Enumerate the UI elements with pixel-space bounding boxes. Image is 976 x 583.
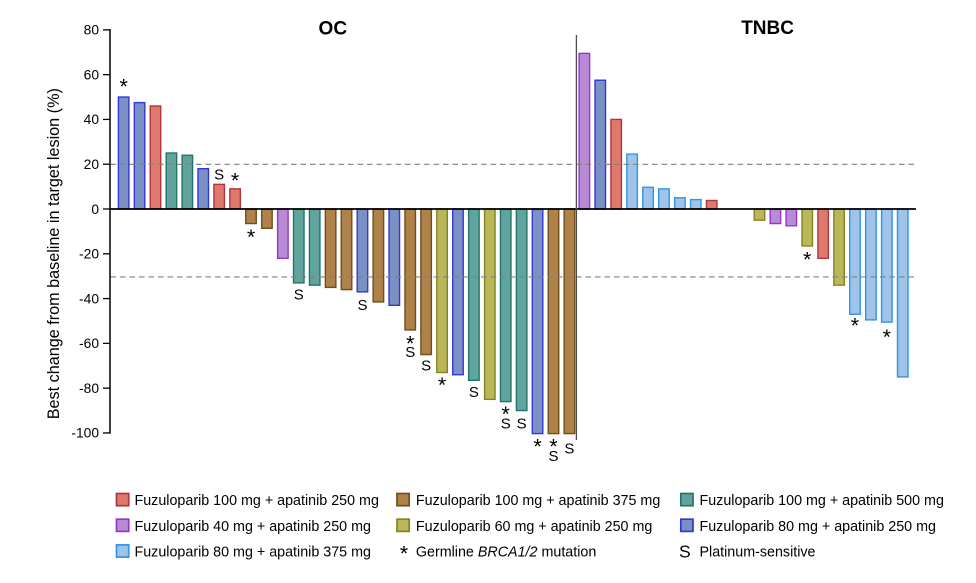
svg-text:-40: -40 <box>79 291 99 306</box>
svg-text:*: * <box>231 169 240 193</box>
svg-text:Fuzuloparib 80 mg + apatinib 3: Fuzuloparib 80 mg + apatinib 375 mg <box>135 544 371 560</box>
svg-text:S: S <box>357 297 367 314</box>
svg-text:40: 40 <box>84 112 100 127</box>
svg-text:S: S <box>548 448 558 465</box>
svg-text:S: S <box>405 344 415 361</box>
svg-text:*: * <box>247 225 256 249</box>
svg-text:*: * <box>883 325 892 349</box>
svg-text:*: * <box>533 435 542 459</box>
svg-text:*: * <box>438 373 447 397</box>
svg-text:Fuzuloparib 100 mg + apatinib: Fuzuloparib 100 mg + apatinib 375 mg <box>416 493 660 509</box>
svg-text:Fuzuloparib 60 mg + apatinib 2: Fuzuloparib 60 mg + apatinib 250 mg <box>416 519 652 535</box>
svg-text:*: * <box>400 542 409 566</box>
svg-text:-80: -80 <box>79 381 99 396</box>
svg-text:*: * <box>406 332 415 356</box>
svg-text:S: S <box>517 416 527 433</box>
svg-text:*: * <box>502 402 511 426</box>
svg-text:20: 20 <box>84 157 100 172</box>
svg-text:*: * <box>803 248 812 272</box>
svg-text:S: S <box>564 441 574 458</box>
svg-text:S: S <box>679 541 691 561</box>
svg-text:Fuzuloparib 100 mg + apatinib: Fuzuloparib 100 mg + apatinib 250 mg <box>135 493 379 509</box>
svg-text:60: 60 <box>84 67 100 82</box>
svg-text:0: 0 <box>91 202 99 217</box>
svg-text:S: S <box>421 358 431 375</box>
svg-text:*: * <box>549 435 558 459</box>
svg-text:S: S <box>294 287 304 304</box>
svg-text:Best change from baseline in t: Best change from baseline in target lesi… <box>45 88 63 419</box>
svg-text:Germline BRCA1/2 mutation: Germline BRCA1/2 mutation <box>416 544 596 560</box>
svg-text:Fuzuloparib 80 mg + apatinib 2: Fuzuloparib 80 mg + apatinib 250 mg <box>700 519 936 535</box>
svg-text:*: * <box>119 75 128 99</box>
svg-text:OC: OC <box>319 19 348 40</box>
svg-text:-20: -20 <box>79 247 99 262</box>
svg-text:*: * <box>851 314 860 338</box>
svg-text:Fuzuloparib 40 mg + apatinib 2: Fuzuloparib 40 mg + apatinib 250 mg <box>135 519 371 535</box>
svg-text:80: 80 <box>84 23 100 38</box>
svg-text:S: S <box>469 384 479 401</box>
svg-text:TNBC: TNBC <box>741 18 794 39</box>
svg-text:S: S <box>501 416 511 433</box>
svg-text:S: S <box>214 167 224 184</box>
svg-text:-60: -60 <box>79 336 99 351</box>
svg-text:-100: -100 <box>71 426 99 441</box>
svg-text:Platinum-sensitive: Platinum-sensitive <box>700 544 816 560</box>
svg-text:Fuzuloparib 100 mg + apatinib: Fuzuloparib 100 mg + apatinib 500 mg <box>700 493 944 509</box>
